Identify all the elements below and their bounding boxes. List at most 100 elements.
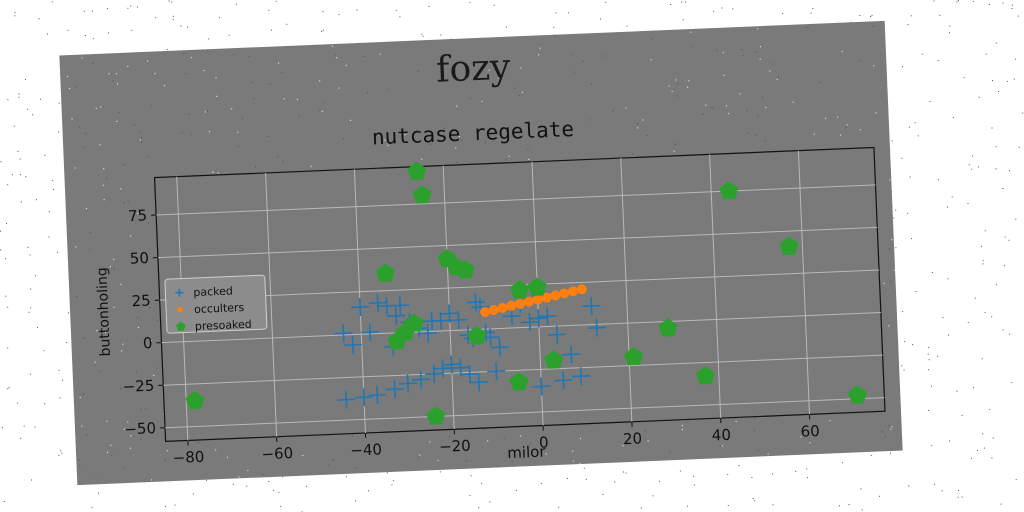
- presoaked-point: [847, 385, 867, 404]
- noise-dot: [112, 80, 114, 82]
- presoaked-point: [426, 406, 446, 425]
- speckle-dot: [782, 13, 784, 15]
- speckle-dot: [44, 403, 46, 405]
- noise-dot: [78, 459, 80, 461]
- noise-dot: [387, 144, 389, 147]
- noise-dot: [231, 108, 233, 110]
- speckle-dot: [605, 1, 607, 3]
- noise-dot: [891, 426, 893, 428]
- speckle-dot: [7, 184, 9, 186]
- presoaked-point: [509, 280, 529, 299]
- speckle-dot: [992, 80, 993, 82]
- noise-dot: [79, 465, 81, 467]
- speckle-dot: [3, 501, 5, 502]
- noise-dot: [519, 435, 522, 437]
- noise-dot: [725, 105, 728, 107]
- y-tick-label: 25: [131, 292, 151, 311]
- speckle-dot: [1009, 333, 1011, 335]
- noise-dot: [644, 430, 646, 432]
- presoaked-point: [509, 372, 529, 391]
- noise-dot: [118, 111, 120, 114]
- noise-dot: [497, 466, 499, 468]
- noise-dot: [739, 93, 741, 95]
- occulters-point: [506, 300, 517, 311]
- speckle-dot: [907, 24, 909, 26]
- speckle-dot: [902, 311, 904, 313]
- noise-dot: [71, 118, 73, 120]
- noise-dot: [753, 430, 756, 432]
- occulters-point: [541, 292, 552, 303]
- speckle-dot: [879, 495, 880, 497]
- noise-dot: [613, 108, 615, 110]
- noise-dot: [554, 35, 557, 37]
- speckle-dot: [861, 509, 863, 511]
- noise-dot: [75, 86, 77, 88]
- noise-dot: [156, 367, 158, 369]
- noise-dot: [888, 248, 891, 250]
- noise-dot: [772, 63, 774, 65]
- speckle-dot: [652, 495, 654, 497]
- speckle-dot: [275, 0, 277, 2]
- speckle-dot: [679, 470, 681, 472]
- speckle-dot: [585, 478, 587, 480]
- speckle-dot: [995, 42, 997, 44]
- speckle-dot: [36, 199, 37, 201]
- noise-dot: [190, 56, 192, 59]
- speckle-dot: [428, 5, 430, 7]
- noise-dot: [135, 371, 138, 373]
- speckle-dot: [14, 15, 16, 17]
- noise-dot: [681, 424, 684, 427]
- speckle-dot: [947, 206, 948, 208]
- noise-dot: [139, 130, 142, 133]
- noise-dot: [384, 139, 386, 141]
- noise-dot: [762, 97, 764, 99]
- noise-dot: [769, 70, 771, 72]
- speckle-dot: [228, 34, 230, 36]
- noise-dot: [102, 184, 104, 186]
- speckle-dot: [107, 8, 108, 10]
- noise-dot: [95, 471, 97, 473]
- noise-dot: [625, 107, 627, 109]
- speckle-dot: [17, 402, 19, 404]
- noise-dot: [673, 150, 675, 152]
- speckle-dot: [59, 397, 61, 399]
- packed-point: [343, 335, 362, 354]
- noise-dot: [254, 166, 257, 168]
- speckle-dot: [386, 472, 388, 474]
- noise-dot: [113, 306, 115, 308]
- noise-dot: [144, 304, 147, 306]
- noise-dot: [792, 101, 794, 103]
- y-tick-label: 75: [128, 206, 148, 225]
- speckle-dot: [92, 38, 94, 40]
- speckle-dot: [670, 4, 672, 5]
- speckle-dot: [271, 29, 272, 31]
- speckle-dot: [991, 457, 993, 459]
- speckle-dot: [949, 440, 951, 442]
- speckle-dot: [958, 490, 959, 491]
- legend-box: [164, 274, 268, 334]
- noise-dot: [207, 110, 209, 112]
- speckle-dot: [992, 437, 994, 439]
- speckle-dot: [957, 0, 959, 2]
- y-tick-label: −50: [124, 419, 156, 438]
- noise-dot: [143, 383, 145, 385]
- noise-dot: [529, 443, 531, 445]
- speckle-dot: [422, 35, 424, 37]
- noise-dot: [430, 143, 432, 145]
- noise-dot: [379, 53, 381, 55]
- speckle-dot: [421, 33, 423, 35]
- speckle-dot: [219, 17, 220, 19]
- speckle-dot: [901, 157, 903, 159]
- speckle-dot: [393, 479, 395, 481]
- noise-dot: [498, 77, 500, 79]
- speckle-dot: [172, 15, 174, 17]
- speckle-dot: [1018, 146, 1020, 148]
- speckle-dot: [91, 10, 93, 12]
- legend-marker-packed: [175, 288, 184, 297]
- noise-dot: [123, 201, 125, 204]
- noise-dot: [883, 282, 885, 284]
- speckle-dot: [984, 311, 986, 313]
- speckle-dot: [625, 472, 627, 474]
- speckle-dot: [967, 203, 969, 204]
- noise-dot: [147, 222, 150, 224]
